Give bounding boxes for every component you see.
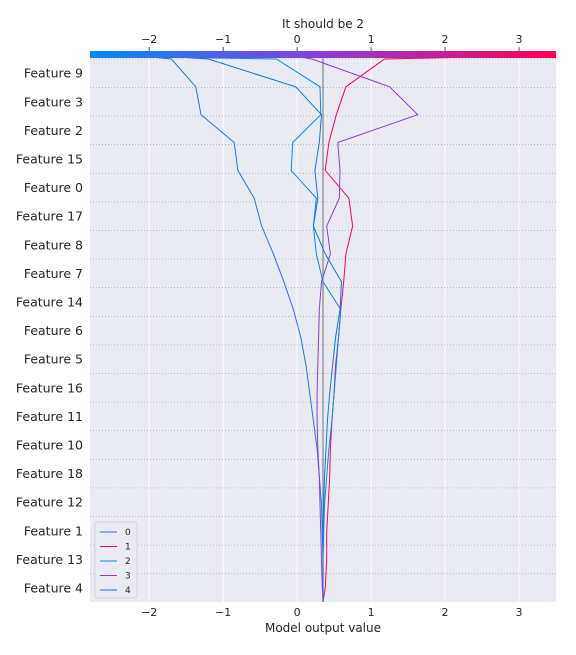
- x-tick-label-bottom: 0: [294, 606, 301, 619]
- feature-label: Feature 6: [24, 323, 83, 338]
- x-tick-label-top: −1: [215, 33, 231, 46]
- feature-label: Feature 4: [24, 581, 83, 596]
- feature-label: Feature 11: [16, 409, 83, 424]
- series-line-2: [101, 55, 342, 602]
- legend-entry: 0: [125, 528, 131, 538]
- series-line-4: [162, 55, 343, 602]
- feature-label: Feature 5: [24, 352, 83, 367]
- legend-entry: 4: [125, 586, 131, 596]
- chart-title: It should be 2: [282, 17, 364, 31]
- x-tick-label-bottom: 1: [368, 606, 375, 619]
- legend-entry: 1: [125, 543, 131, 553]
- x-tick-label-bottom: 2: [442, 606, 449, 619]
- feature-label: Feature 1: [24, 523, 83, 538]
- x-axis-label: Model output value: [265, 621, 381, 635]
- feature-label: Feature 8: [24, 237, 83, 252]
- x-tick-label-top: −2: [141, 33, 157, 46]
- x-tick-label-bottom: −2: [141, 606, 157, 619]
- x-tick-label-top: 1: [368, 33, 375, 46]
- x-tick-label-top: 3: [516, 33, 523, 46]
- x-tick-label-top: 2: [442, 33, 449, 46]
- feature-label: Feature 10: [16, 438, 83, 453]
- feature-label: Feature 2: [24, 123, 83, 138]
- feature-label: Feature 7: [24, 266, 83, 281]
- feature-label: Feature 0: [24, 180, 83, 195]
- legend-entry: 3: [125, 572, 131, 582]
- feature-label: Feature 12: [16, 495, 83, 510]
- feature-label: Feature 15: [16, 152, 83, 167]
- x-tick-label-top: 0: [294, 33, 301, 46]
- colorbar: [90, 51, 556, 58]
- feature-label: Feature 17: [16, 209, 83, 224]
- series-line-3: [294, 55, 419, 603]
- feature-label: Feature 3: [24, 94, 83, 109]
- x-tick-label-bottom: 3: [516, 606, 523, 619]
- feature-label: Feature 13: [16, 552, 83, 567]
- feature-label: Feature 18: [16, 466, 83, 481]
- series-line-0: [141, 55, 324, 602]
- x-tick-label-bottom: −1: [215, 606, 231, 619]
- feature-label: Feature 9: [24, 66, 83, 81]
- legend-box: [94, 521, 138, 599]
- legend-entry: 2: [125, 557, 131, 567]
- feature-label: Feature 16: [16, 380, 83, 395]
- feature-label: Feature 14: [16, 295, 83, 310]
